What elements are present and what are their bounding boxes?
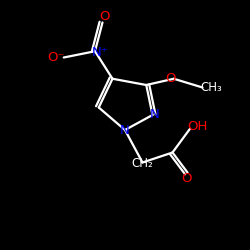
Text: O: O	[166, 72, 176, 85]
Text: O: O	[100, 10, 110, 23]
Text: O⁻: O⁻	[47, 51, 64, 64]
Text: CH₂: CH₂	[132, 157, 154, 170]
Text: N⁺: N⁺	[92, 46, 108, 59]
Text: N: N	[150, 108, 160, 122]
Text: N: N	[120, 124, 130, 136]
Text: O: O	[181, 172, 192, 185]
Text: OH: OH	[187, 120, 207, 133]
Text: CH₃: CH₃	[200, 81, 222, 94]
